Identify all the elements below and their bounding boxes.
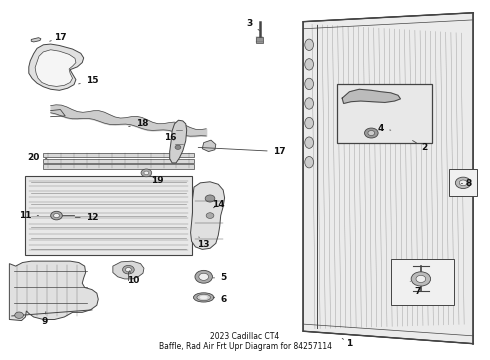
Text: 3: 3 xyxy=(247,19,260,31)
Circle shape xyxy=(199,273,209,280)
Bar xyxy=(256,37,264,43)
Circle shape xyxy=(416,275,426,283)
Circle shape xyxy=(368,131,375,135)
FancyBboxPatch shape xyxy=(337,84,432,143)
Polygon shape xyxy=(342,89,400,103)
Circle shape xyxy=(206,213,214,219)
Text: 15: 15 xyxy=(78,76,98,85)
Polygon shape xyxy=(303,13,473,344)
Text: 5: 5 xyxy=(214,273,226,282)
Text: 9: 9 xyxy=(42,312,48,326)
Circle shape xyxy=(141,169,152,177)
Text: 19: 19 xyxy=(151,176,164,185)
Polygon shape xyxy=(31,38,41,42)
Circle shape xyxy=(205,195,215,202)
Polygon shape xyxy=(29,44,84,90)
Ellipse shape xyxy=(305,98,314,109)
Text: 10: 10 xyxy=(127,271,140,285)
Circle shape xyxy=(411,272,431,286)
Ellipse shape xyxy=(305,39,314,50)
Circle shape xyxy=(15,312,24,318)
Polygon shape xyxy=(113,261,144,279)
Circle shape xyxy=(50,211,62,220)
Text: 4: 4 xyxy=(378,124,391,133)
Ellipse shape xyxy=(197,294,211,301)
Circle shape xyxy=(125,267,131,272)
FancyBboxPatch shape xyxy=(449,169,477,196)
Ellipse shape xyxy=(305,137,314,148)
Ellipse shape xyxy=(305,59,314,70)
Text: 6: 6 xyxy=(214,295,226,304)
Text: 13: 13 xyxy=(197,237,210,249)
Polygon shape xyxy=(191,182,224,249)
Text: 8: 8 xyxy=(461,179,471,188)
Polygon shape xyxy=(35,50,76,86)
Text: 2: 2 xyxy=(413,140,428,153)
Ellipse shape xyxy=(305,117,314,129)
Text: 2023 Cadillac CT4
Baffle, Rad Air Frt Upr Diagram for 84257114: 2023 Cadillac CT4 Baffle, Rad Air Frt Up… xyxy=(158,332,332,351)
Polygon shape xyxy=(202,140,216,152)
Circle shape xyxy=(53,213,59,218)
Polygon shape xyxy=(25,176,192,255)
Text: 17: 17 xyxy=(49,33,67,42)
Text: 7: 7 xyxy=(410,282,420,296)
Ellipse shape xyxy=(305,78,314,90)
Polygon shape xyxy=(9,261,98,320)
Text: 14: 14 xyxy=(212,201,224,210)
Circle shape xyxy=(122,265,134,274)
Polygon shape xyxy=(170,120,187,163)
Ellipse shape xyxy=(194,293,214,302)
Text: 20: 20 xyxy=(27,153,47,162)
Ellipse shape xyxy=(200,296,208,299)
Text: 12: 12 xyxy=(75,213,98,222)
Circle shape xyxy=(195,270,213,283)
Text: 16: 16 xyxy=(165,133,177,142)
Circle shape xyxy=(455,177,471,189)
Bar xyxy=(44,153,194,157)
FancyBboxPatch shape xyxy=(391,259,454,305)
Text: 1: 1 xyxy=(342,338,353,348)
Circle shape xyxy=(459,180,467,186)
Ellipse shape xyxy=(305,157,314,168)
Bar xyxy=(44,165,194,168)
Circle shape xyxy=(144,171,149,175)
Circle shape xyxy=(175,145,181,149)
Bar xyxy=(44,159,194,163)
Text: 18: 18 xyxy=(129,118,148,127)
Circle shape xyxy=(365,128,378,138)
Text: 17: 17 xyxy=(198,147,285,156)
Text: 11: 11 xyxy=(19,211,39,220)
